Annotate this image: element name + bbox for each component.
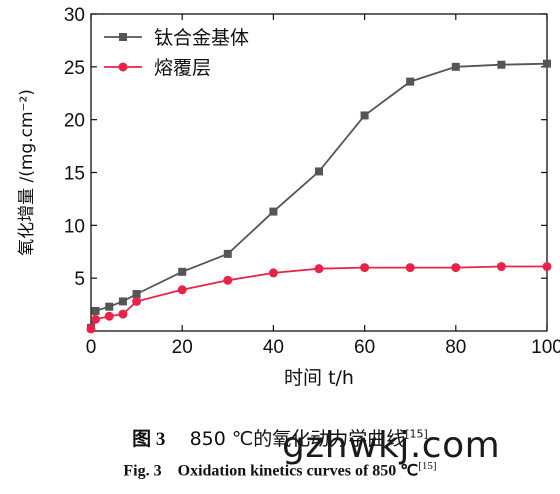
x-tick-label: 80 [445,337,466,358]
x-tick-label: 60 [354,337,375,358]
data-point-circle [314,264,324,274]
caption-en-text: Oxidation kinetics curves of 850 ℃ [177,462,419,480]
y-tick-label: 15 [64,164,85,185]
y-axis-label: 氧化增量 /(mg.cm⁻²) [17,89,37,256]
data-point-circle [542,262,552,272]
chart: 0 20 40 60 80 100 5 10 15 20 25 30 时间 t/h 氧化增量 /(mg.c… [17,5,560,389]
data-point-circle [405,263,415,273]
data-point-square [360,111,369,120]
data-point-circle [451,263,461,273]
caption-cn-ref: [15] [405,427,428,441]
x-tick-label: 40 [263,337,284,358]
data-point-circle [177,285,187,295]
legend-marker-square [119,33,127,41]
data-point-square [178,267,187,276]
y-tick-label: 20 [64,111,85,132]
data-point-square [269,207,278,216]
data-point-circle [360,263,370,273]
data-point-square [223,249,232,258]
data-point-square [105,302,114,311]
data-point-circle [86,324,96,334]
data-point-circle [118,309,128,319]
legend-label-1: 钛合金基体 [154,27,249,49]
y-tick-label: 25 [64,58,85,79]
x-tick-label: 0 [86,337,97,358]
data-point-square [451,62,460,71]
x-tick-label: 100 [531,337,560,358]
legend-label-2: 熔覆层 [154,57,211,79]
legend-marker-circle [118,62,128,72]
data-point-circle [223,275,233,285]
data-point-circle [91,314,101,324]
data-point-circle [132,296,142,306]
x-axis-label: 时间 t/h [284,367,354,389]
series-line-2 [90,265,547,330]
x-tick-label: 20 [172,337,193,358]
caption-chinese: 图 3 850 ℃的氧化动力学曲线[15] [0,424,560,451]
series-line-1 [90,62,548,329]
data-point-square [315,167,323,176]
data-point-square [497,60,506,69]
data-point-circle [268,268,278,278]
y-tick-label: 5 [74,269,85,290]
series-layer [86,59,552,334]
data-point-circle [496,262,506,272]
data-point-square [406,77,415,86]
axes: 0 20 40 60 80 100 5 10 15 20 25 30 时间 t/h 氧化增量 /(mg.c… [17,5,560,389]
data-point-square [543,59,551,68]
data-point-square [132,290,141,299]
y-tick-label: 10 [64,216,85,237]
caption-cn-text: 850 ℃的氧化动力学曲线 [189,428,406,450]
caption-english: Fig. 3 Oxidation kinetics curves of 850 … [0,460,560,480]
data-point-circle [104,311,114,321]
data-point-square [118,297,127,306]
caption-en-ref: [15] [418,460,437,472]
caption-en-fig-number: Fig. 3 [123,462,162,480]
y-tick-label: 30 [64,5,85,26]
watermark-text: gzhwkj.com [282,425,501,466]
data-point-square [91,306,100,315]
caption-cn-fig-number: 图 3 [132,429,166,450]
